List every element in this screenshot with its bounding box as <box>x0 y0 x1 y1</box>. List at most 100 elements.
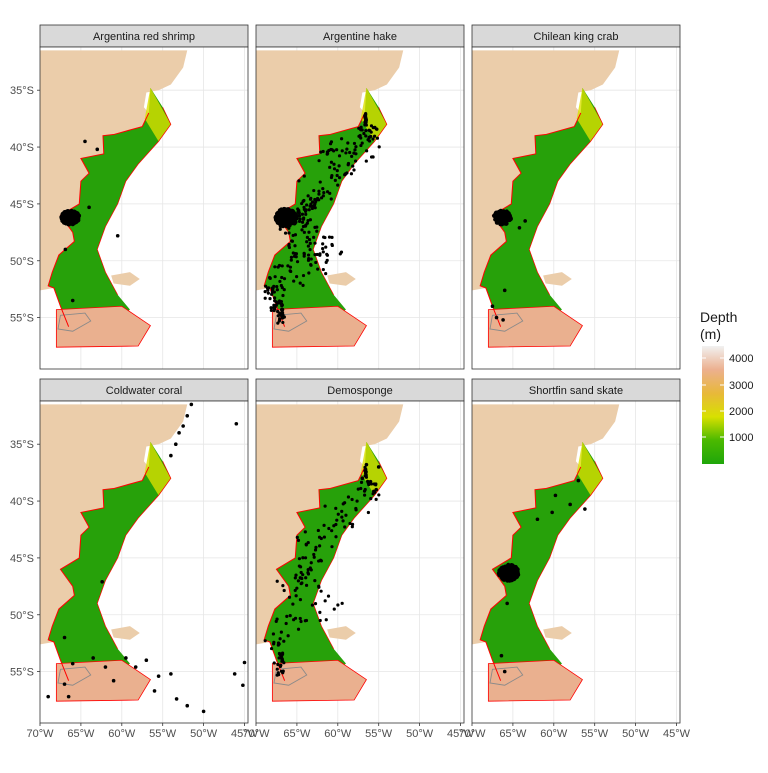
occurrence-point <box>340 601 344 605</box>
occurrence-point <box>374 497 378 501</box>
occurrence-point <box>306 218 310 223</box>
map-panel-1: Argentina red shrimp <box>39 24 249 370</box>
occurrence-point <box>350 522 355 526</box>
occurrence-point <box>297 179 301 183</box>
island-outline <box>57 666 92 686</box>
shelf-area <box>48 87 171 327</box>
occurrence-point <box>508 216 513 222</box>
occurrence-point <box>359 486 363 491</box>
occurrence-point <box>273 296 277 300</box>
occurrence-point <box>281 584 285 588</box>
longitude-tick-label: 65°W <box>67 728 95 740</box>
occurrence-points <box>46 402 247 714</box>
occurrence-point <box>305 235 309 239</box>
occurrence-point <box>309 196 313 200</box>
longitude-tick-label: 55°W <box>149 728 177 740</box>
occurrence-point <box>294 252 299 256</box>
occurrence-point <box>332 162 336 166</box>
occurrence-point <box>287 226 291 230</box>
occurrence-point <box>61 220 67 225</box>
occurrence-point <box>355 499 359 503</box>
occurrence-point <box>304 618 309 623</box>
occurrence-point <box>152 689 157 693</box>
longitude-tick-label: 60°W <box>540 728 568 740</box>
falkland-islands <box>543 626 572 640</box>
longitude-tick-label: 50°W <box>406 728 434 740</box>
occurrence-point <box>330 545 334 549</box>
occurrence-point <box>337 176 342 180</box>
occurrence-point <box>294 255 298 259</box>
occurrence-point <box>374 482 378 486</box>
occurrence-point <box>317 198 321 202</box>
occurrence-point <box>346 141 350 145</box>
occurrence-point <box>144 658 149 663</box>
occurrence-point <box>283 231 288 235</box>
occurrence-point <box>278 637 282 641</box>
occurrence-point <box>276 310 280 314</box>
occurrence-point <box>501 318 505 322</box>
occurrence-point <box>374 487 379 492</box>
occurrence-point <box>343 173 347 177</box>
occurrence-point <box>501 568 506 573</box>
occurrence-point <box>363 465 367 469</box>
occurrence-point <box>299 582 303 586</box>
latitude-tick-label: 45°S <box>10 199 34 211</box>
occurrence-point <box>553 493 558 498</box>
occurrence-point <box>535 517 540 522</box>
occurrence-point <box>293 244 297 248</box>
occurrence-point <box>323 599 327 603</box>
occurrence-point <box>62 635 67 640</box>
occurrence-point <box>335 169 339 173</box>
occurrence-point <box>336 512 340 516</box>
occurrence-point <box>319 536 323 541</box>
depth-colorbar <box>702 346 724 464</box>
shelf-area <box>480 87 603 327</box>
occurrence-point <box>364 128 368 133</box>
occurrence-point <box>324 245 328 249</box>
occurrence-point <box>340 509 344 513</box>
occurrence-point <box>133 665 138 669</box>
occurrence-point <box>296 627 301 631</box>
falkland-islands <box>111 626 140 640</box>
occurrence-point <box>349 172 354 176</box>
occurrence-point <box>517 225 522 230</box>
occurrence-point <box>364 111 368 116</box>
occurrence-point <box>334 535 338 539</box>
occurrence-point <box>302 252 306 256</box>
occurrence-point <box>325 253 330 257</box>
land-mass <box>256 50 404 291</box>
occurrence-point <box>317 189 321 193</box>
coastline <box>47 466 150 681</box>
occurrence-point <box>294 220 298 224</box>
occurrence-point <box>343 525 347 529</box>
occurrence-point <box>289 269 293 274</box>
occurrence-point <box>336 183 340 187</box>
occurrence-point <box>506 573 512 578</box>
occurrence-point <box>324 618 328 622</box>
occurrence-point <box>307 271 311 275</box>
occurrence-point <box>329 160 334 164</box>
longitude-tick-label: 60°W <box>108 728 136 740</box>
southern-deep-zone <box>487 659 583 702</box>
occurrence-point <box>290 239 294 243</box>
panel-frame <box>255 400 465 724</box>
occurrence-point <box>352 168 356 172</box>
occurrence-point <box>312 555 316 559</box>
occurrence-point <box>279 299 284 304</box>
occurrence-point <box>91 656 95 660</box>
occurrence-point <box>298 598 303 602</box>
occurrence-point <box>286 634 290 638</box>
occurrence-point <box>63 247 68 252</box>
occurrence-point <box>327 235 332 239</box>
occurrence-point <box>318 544 322 548</box>
longitude-tick-label: 50°W <box>622 728 650 740</box>
panel-frame <box>39 46 249 370</box>
map-panel-3: Chilean king crab <box>471 24 681 370</box>
occurrence-point <box>278 664 283 668</box>
panel-frame <box>471 46 681 370</box>
occurrence-points <box>490 208 527 322</box>
occurrence-point <box>301 556 305 560</box>
occurrence-point <box>366 479 370 483</box>
occurrence-point <box>375 136 380 140</box>
occurrence-point <box>306 568 310 572</box>
